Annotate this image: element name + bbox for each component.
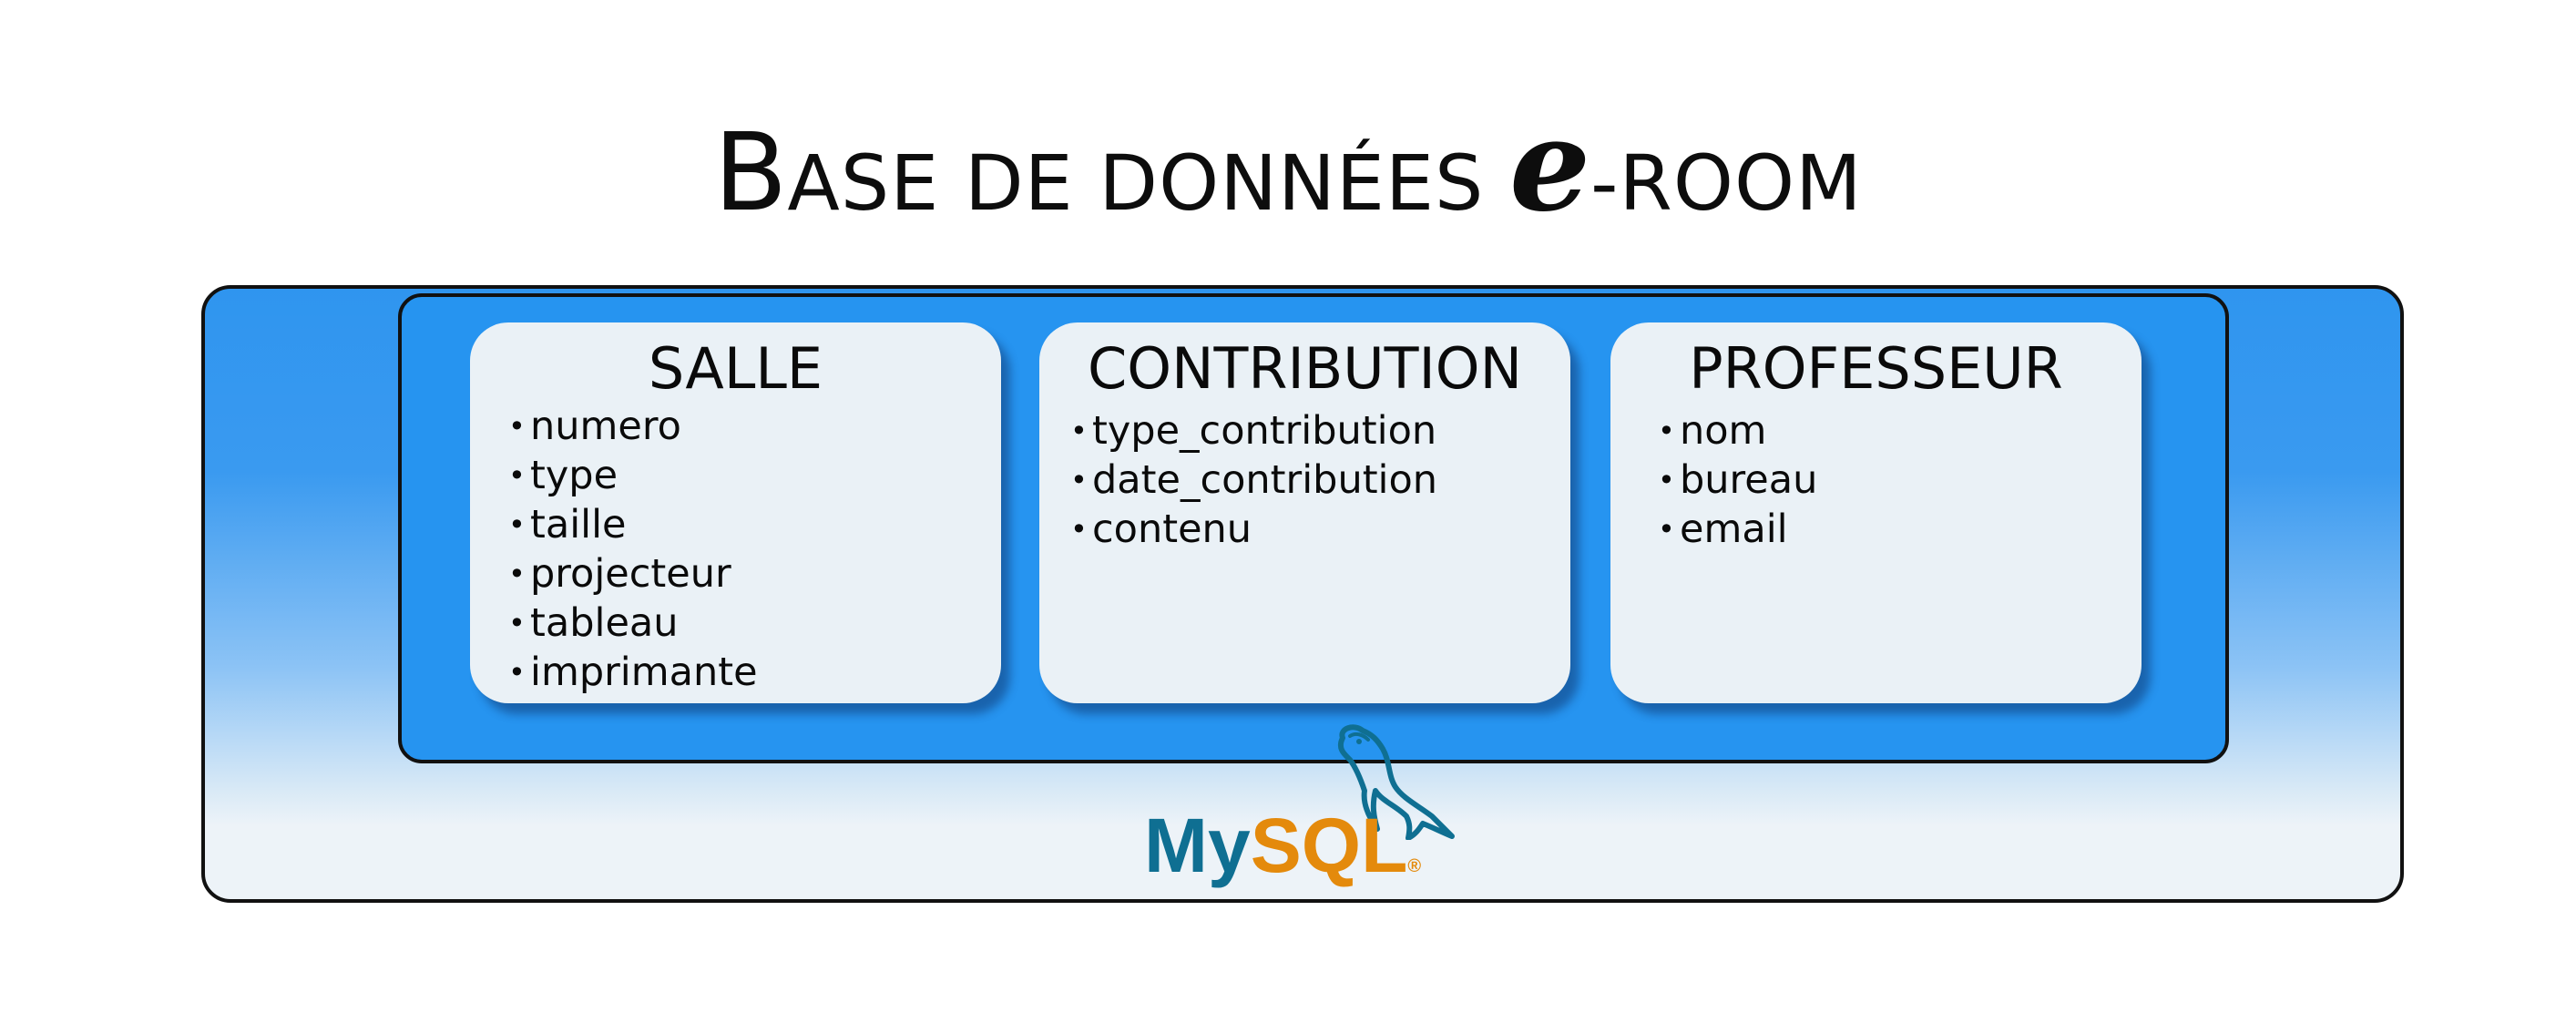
attribute-item: tableau <box>508 599 758 648</box>
registered-mark: ® <box>1407 856 1422 876</box>
attribute-item: bureau <box>1658 455 1817 505</box>
table-card-salle: SALLE numero type taille projecteur tabl… <box>470 322 1001 703</box>
attribute-item: imprimante <box>508 648 758 697</box>
title-part-2: -room <box>1590 138 1863 228</box>
attribute-item: nom <box>1658 406 1817 455</box>
attribute-list: nom bureau email <box>1658 406 1817 554</box>
attribute-list: numero type taille projecteur tableau im… <box>508 402 758 697</box>
attribute-list: type_contribution date_contribution cont… <box>1070 406 1437 554</box>
title-capital: B <box>713 109 788 235</box>
title-part-1: ase de données <box>787 138 1484 228</box>
attribute-item: projecteur <box>508 549 758 599</box>
attribute-item: type_contribution <box>1070 406 1437 455</box>
attribute-item: email <box>1658 505 1817 554</box>
table-name: CONTRIBUTION <box>1088 335 1522 402</box>
diagram-title: Base de données e-room <box>0 102 2576 230</box>
attribute-item: numero <box>508 402 758 451</box>
table-name: PROFESSEUR <box>1689 335 2063 402</box>
mysql-logo: MySQL® <box>1144 724 1472 891</box>
attribute-item: type <box>508 451 758 500</box>
mysql-my: My <box>1144 803 1251 888</box>
attribute-item: date_contribution <box>1070 455 1437 505</box>
table-card-contribution: CONTRIBUTION type_contribution date_cont… <box>1039 322 1570 703</box>
table-card-professeur: PROFESSEUR nom bureau email <box>1610 322 2142 703</box>
attribute-item: contenu <box>1070 505 1437 554</box>
mysql-wordmark: MySQL® <box>1144 807 1421 884</box>
mysql-sql: SQL <box>1250 803 1408 888</box>
title-part-1-text: ase de données <box>787 138 1485 228</box>
attribute-item: taille <box>508 500 758 549</box>
dolphin-icon <box>1337 724 1455 840</box>
table-name: SALLE <box>648 335 823 402</box>
title-emphasis: e <box>1509 91 1591 240</box>
